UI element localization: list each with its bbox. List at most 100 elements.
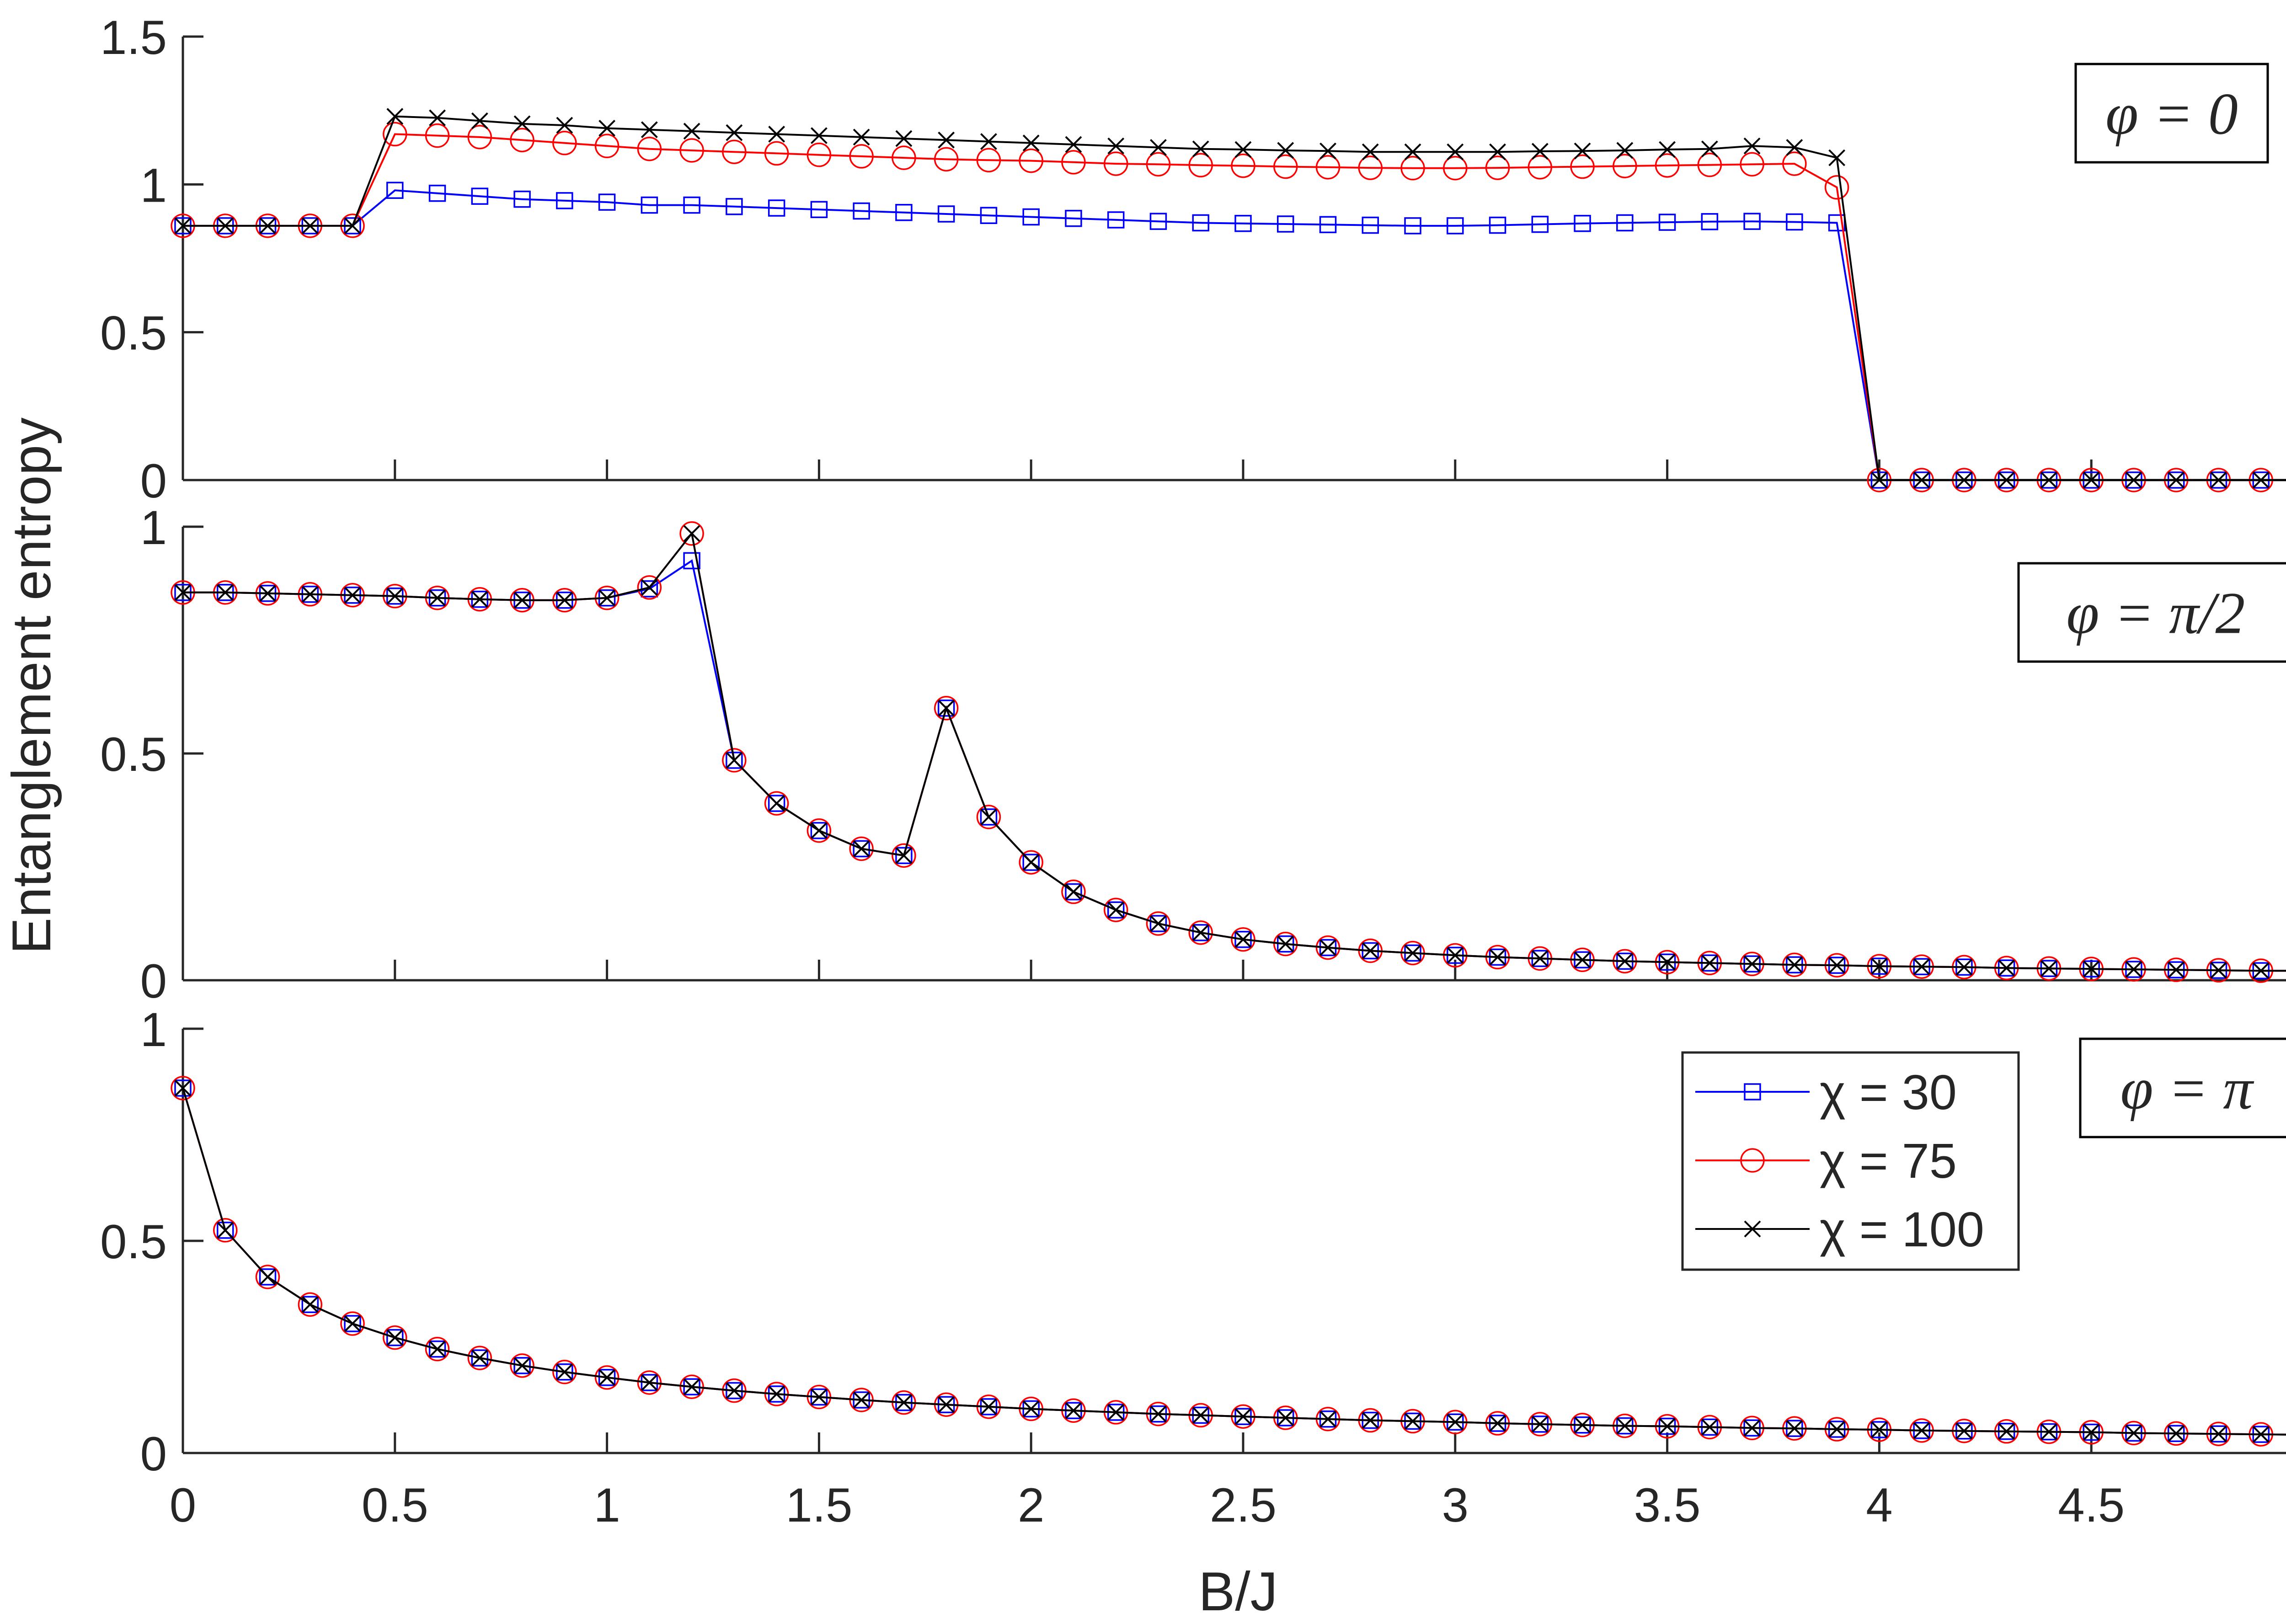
data-point-circle	[383, 122, 407, 147]
data-point-x	[1616, 952, 1634, 970]
data-point-circle	[849, 144, 874, 169]
data-point-x	[1022, 1400, 1040, 1417]
data-point-circle	[594, 1365, 620, 1390]
data-point-square	[1149, 915, 1167, 932]
data-point-x	[556, 1363, 573, 1381]
data-point-x	[1743, 1419, 1761, 1437]
panel-label-box	[2079, 1037, 2286, 1138]
data-point-square	[1616, 214, 1634, 232]
data-point-square	[937, 700, 955, 717]
data-point-x	[1404, 143, 1421, 160]
data-point-square	[598, 1369, 616, 1386]
panel-label: φ = π/2	[2017, 562, 2286, 663]
data-point-x	[1531, 1416, 1549, 1433]
data-point-square	[301, 1296, 319, 1313]
x-axis-label: B/J	[1198, 1561, 1277, 1622]
data-point-x	[2125, 961, 2142, 978]
data-point-square	[1192, 214, 1209, 232]
data-point-x	[853, 840, 870, 857]
legend-label: χ = 30	[1820, 1064, 1957, 1120]
data-point-x	[1319, 142, 1336, 160]
data-point-square	[428, 184, 446, 202]
series-square	[174, 182, 2286, 489]
y-tick-label: 1	[140, 1003, 167, 1057]
data-point-square	[1277, 215, 1294, 233]
data-point-x	[810, 1389, 828, 1405]
data-point-x	[2210, 1425, 2227, 1442]
data-point-x	[386, 108, 404, 125]
panel-label-box	[2074, 63, 2269, 164]
data-point-x	[1870, 471, 1888, 489]
x-tick-label: 0.5	[362, 1479, 428, 1532]
data-point-x	[1150, 139, 1167, 156]
legend-entry: χ = 75	[1695, 1133, 1957, 1188]
data-point-x	[513, 115, 531, 133]
data-point-square	[556, 1363, 573, 1381]
data-point-x	[853, 1391, 870, 1409]
data-point-circle	[722, 139, 747, 164]
data-point-x	[1531, 143, 1549, 160]
data-point-x	[1913, 958, 1930, 975]
data-point-x	[768, 795, 785, 812]
data-point-x	[344, 217, 361, 235]
data-point-square	[598, 193, 616, 211]
data-point-square	[1489, 216, 1506, 234]
data-point-square	[1404, 217, 1421, 235]
data-point-x	[768, 1385, 785, 1403]
y-tick-label: 1.5	[100, 11, 167, 64]
data-point-x	[1913, 471, 1930, 489]
data-point-x	[1192, 140, 1209, 158]
data-point-circle	[892, 843, 916, 868]
data-point-x	[2252, 962, 2270, 979]
data-point-x	[1913, 1422, 1930, 1439]
data-point-square	[1362, 216, 1379, 234]
data-point-circle	[171, 1076, 195, 1100]
x-tick-label: 1	[593, 1479, 620, 1532]
data-point-circle	[637, 575, 662, 600]
data-point-circle	[1061, 150, 1086, 175]
data-point-x	[429, 109, 446, 127]
data-point-x	[598, 1369, 616, 1386]
data-point-square	[726, 752, 743, 769]
data-point-x	[217, 217, 234, 235]
data-point-circle	[637, 136, 662, 161]
data-point-circle	[1103, 897, 1128, 922]
data-point-square	[1065, 209, 1082, 227]
data-point-x	[471, 112, 488, 129]
data-point-x	[1319, 939, 1336, 956]
panel-2: 0 0.5 1 φ = π/2	[100, 501, 2286, 1008]
data-point-x	[386, 588, 404, 605]
data-point-circle	[1740, 152, 1764, 177]
data-point-x	[1107, 901, 1125, 919]
panels: 00.511.5φ = 000.51φ = π/200.510 0.5 1 1.5 2 2…	[100, 11, 2286, 1532]
data-point-circle	[1400, 156, 1425, 181]
data-point-circle	[934, 696, 959, 721]
y-tick-label: 0	[140, 955, 167, 1008]
y-tick-label: 0.5	[100, 1215, 167, 1269]
data-point-x	[1489, 948, 1506, 966]
data-point-x	[1362, 1412, 1379, 1429]
data-point-x	[1277, 142, 1294, 159]
data-point-x	[2168, 961, 2185, 978]
data-point-x	[1616, 142, 1634, 159]
data-point-x	[2083, 960, 2100, 978]
data-point-x	[810, 822, 828, 839]
data-point-x	[1447, 947, 1464, 964]
data-point-square	[683, 552, 700, 570]
data-point-square	[174, 1079, 192, 1097]
data-point-x	[2210, 471, 2227, 489]
data-point-x	[217, 1222, 234, 1239]
data-point-square	[1743, 213, 1761, 230]
data-point-circle	[1613, 154, 1637, 178]
series-square	[174, 552, 2286, 979]
data-point-square	[1065, 883, 1082, 901]
data-point-square	[895, 847, 913, 864]
data-point-x	[301, 1296, 319, 1313]
data-point-circle	[1273, 931, 1298, 956]
data-point-square	[1701, 213, 1719, 230]
data-point-square	[683, 196, 700, 214]
y-tick-label: 0.5	[100, 307, 167, 360]
y-tick-label: 1	[140, 159, 167, 212]
data-point-x	[1404, 945, 1421, 962]
